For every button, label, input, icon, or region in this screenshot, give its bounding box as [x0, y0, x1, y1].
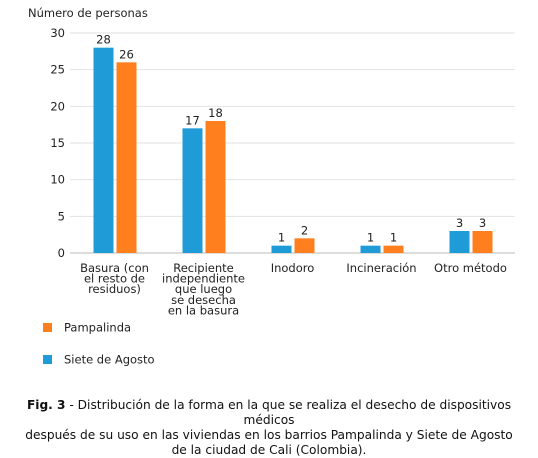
y-axis-ticks: 0 5 10 15 20 25 30 [50, 26, 65, 260]
data-label: 18 [208, 106, 223, 120]
caption-line-1: Fig. 3 - Distribución de la forma en la … [0, 398, 538, 428]
y-tick-label: 20 [50, 99, 65, 113]
y-tick-label: 25 [50, 63, 65, 77]
caption-line-2: después de su uso en las viviendas en lo… [25, 428, 513, 442]
x-tick-label-line: Basura (con [80, 261, 149, 275]
x-tick-label-line: que luego [175, 282, 232, 296]
data-label: 1 [390, 231, 397, 245]
caption-label: Fig. 3 [26, 398, 66, 412]
data-label: 3 [456, 216, 463, 230]
y-tick-label: 0 [58, 246, 65, 260]
x-tick-label: Otro método [434, 261, 507, 275]
x-tick-label-line: Incineración [346, 261, 416, 275]
data-label: 28 [96, 33, 111, 47]
grid-lines [70, 32, 515, 254]
caption-text-1: - Distribución de la forma en la que se … [65, 398, 512, 427]
bar [360, 245, 381, 253]
legend-swatch [43, 323, 52, 332]
data-label: 26 [119, 47, 134, 61]
bar [93, 47, 114, 253]
bar [294, 238, 315, 253]
bar [271, 245, 292, 253]
data-label: 3 [479, 216, 486, 230]
data-label: 1 [278, 231, 285, 245]
y-tick-label: 15 [50, 136, 65, 150]
bar [182, 128, 203, 253]
x-tick-label-line: Inodoro [271, 261, 315, 275]
legend-label: Pampalinda [64, 321, 131, 335]
data-label: 17 [185, 113, 200, 127]
bar [472, 231, 493, 253]
y-tick-label: 10 [50, 173, 65, 187]
legend: Pampalinda Siete de Agosto [43, 321, 155, 367]
figure-caption: Fig. 3 - Distribución de la forma en la … [0, 398, 538, 458]
bar [449, 231, 470, 253]
x-tick-label-line: Otro método [434, 261, 507, 275]
y-tick-label: 5 [58, 209, 65, 223]
x-tick-label: Basura (con el resto de residuos) [80, 261, 149, 296]
x-axis-labels: Basura (con el resto de residuos) Recipient… [80, 261, 507, 317]
legend-label: Siete de Agosto [64, 353, 155, 367]
data-label: 2 [301, 223, 308, 237]
x-tick-label-line: independiente [162, 272, 245, 286]
y-tick-label: 30 [50, 26, 65, 40]
x-tick-label-line: residuos) [88, 282, 141, 296]
bar-chart: 0 5 10 15 20 25 30 Número de personas 28 26 17 18… [28, 6, 515, 367]
x-tick-label-line: en la basura [168, 303, 239, 317]
x-tick-label-line: Recipiente [173, 261, 234, 275]
bars: 28 26 17 18 1 2 1 1 3 3 [93, 33, 493, 254]
data-label: 1 [367, 231, 374, 245]
bar [383, 245, 404, 253]
x-tick-label: Incineración [346, 261, 416, 275]
y-axis-label: Número de personas [28, 6, 148, 20]
x-tick-label: Inodoro [271, 261, 315, 275]
legend-swatch [43, 355, 52, 364]
bar [205, 121, 226, 253]
x-tick-label: Recipiente independiente que luego se desec… [162, 261, 245, 317]
x-tick-label-line: se desecha [171, 293, 236, 307]
x-tick-label-line: el resto de [84, 272, 145, 286]
caption-line-3: de la ciudad de Cali (Colombia). [171, 443, 367, 457]
bar [116, 62, 137, 254]
